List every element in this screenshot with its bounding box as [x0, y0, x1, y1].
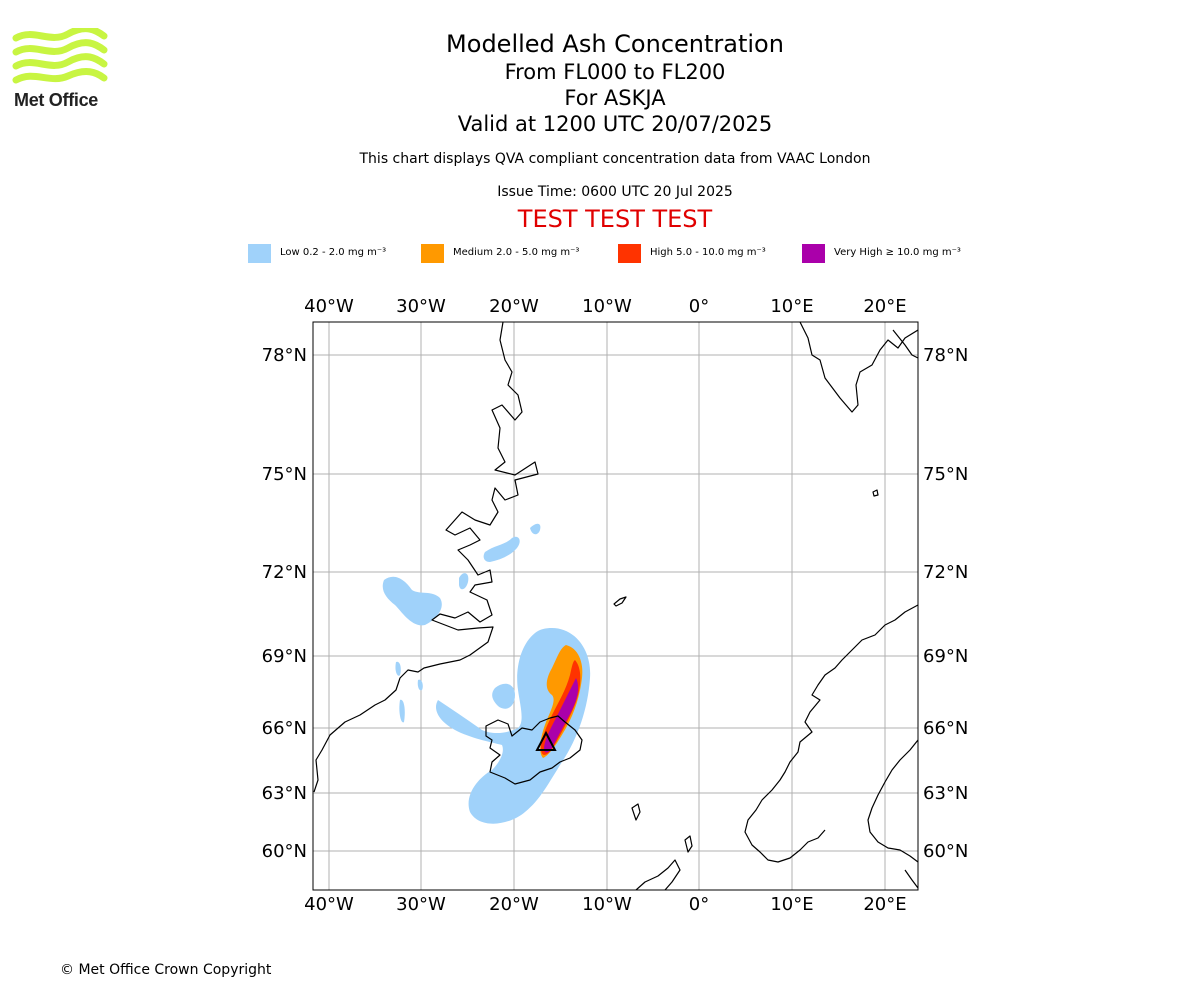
legend-label-high: High 5.0 - 10.0 mg m⁻³: [650, 247, 766, 258]
lon-tick-label: 20°E: [863, 894, 906, 915]
lon-tick-label: 30°W: [396, 296, 446, 317]
coastlines: [313, 322, 918, 890]
lon-labels-top: 40°W 30°W 20°W 10°W 0° 10°E 20°E: [304, 296, 906, 317]
legend-label-medium: Medium 2.0 - 5.0 mg m⁻³: [453, 247, 580, 258]
lat-tick-label: 60°N: [262, 841, 307, 862]
lat-tick-label: 69°N: [262, 646, 307, 667]
lat-tick-label: 69°N: [923, 646, 968, 667]
lat-tick-label: 60°N: [923, 841, 968, 862]
volcano-name: For ASKJA: [564, 86, 666, 110]
legend-label-very-high: Very High ≥ 10.0 mg m⁻³: [834, 247, 961, 258]
lon-tick-label: 0°: [689, 894, 709, 915]
lon-tick-label: 20°E: [863, 296, 906, 317]
lon-tick-label: 10°W: [582, 894, 632, 915]
copyright-notice: © Met Office Crown Copyright: [60, 962, 272, 978]
volcano-triangle-icon: [535, 730, 557, 751]
lat-tick-label: 75°N: [923, 464, 968, 485]
issue-time: Issue Time: 0600 UTC 20 Jul 2025: [497, 184, 733, 200]
lon-tick-label: 20°W: [489, 296, 539, 317]
lat-tick-label: 66°N: [262, 718, 307, 739]
lat-tick-label: 72°N: [923, 562, 968, 583]
lon-tick-label: 10°W: [582, 296, 632, 317]
chart-subtitle: This chart displays QVA compliant concen…: [359, 151, 871, 167]
lon-tick-label: 20°W: [489, 894, 539, 915]
lat-tick-label: 63°N: [262, 783, 307, 804]
flight-level-range: From FL000 to FL200: [504, 60, 726, 84]
met-office-logo: Met Office: [12, 25, 112, 112]
lon-tick-label: 10°E: [770, 894, 813, 915]
lon-tick-label: 0°: [689, 296, 709, 317]
lon-tick-label: 40°W: [304, 894, 354, 915]
lat-tick-label: 72°N: [262, 562, 307, 583]
map-frame: [312, 321, 919, 891]
legend-swatch-low: [248, 244, 271, 263]
lat-tick-label: 78°N: [262, 345, 307, 366]
legend-swatch-very-high: [802, 244, 825, 263]
lon-tick-label: 10°E: [770, 296, 813, 317]
legend-label-low: Low 0.2 - 2.0 mg m⁻³: [280, 247, 387, 258]
lon-tick-label: 40°W: [304, 296, 354, 317]
ash-very-high-concentration: [544, 678, 579, 753]
lat-tick-label: 66°N: [923, 718, 968, 739]
logo-text: Met Office: [14, 90, 99, 110]
lat-labels-right: 78°N 75°N 72°N 69°N 66°N 63°N 60°N: [923, 345, 968, 862]
lat-tick-label: 63°N: [923, 783, 968, 804]
lon-labels-bottom: 40°W 30°W 20°W 10°W 0° 10°E 20°E: [304, 894, 906, 915]
valid-time: Valid at 1200 UTC 20/07/2025: [457, 112, 773, 136]
lat-tick-label: 78°N: [923, 345, 968, 366]
lon-tick-label: 30°W: [396, 894, 446, 915]
lat-tick-label: 75°N: [262, 464, 307, 485]
lat-labels-left: 78°N 75°N 72°N 69°N 66°N 63°N 60°N: [262, 345, 307, 862]
chart-title: Modelled Ash Concentration: [446, 30, 784, 58]
test-banner: TEST TEST TEST: [517, 205, 713, 233]
logo-waves-icon: [12, 25, 108, 84]
chart-title-block: Modelled Ash Concentration From FL000 to…: [315, 29, 915, 234]
legend-swatch-medium: [421, 244, 444, 263]
legend-swatch-high: [618, 244, 641, 263]
